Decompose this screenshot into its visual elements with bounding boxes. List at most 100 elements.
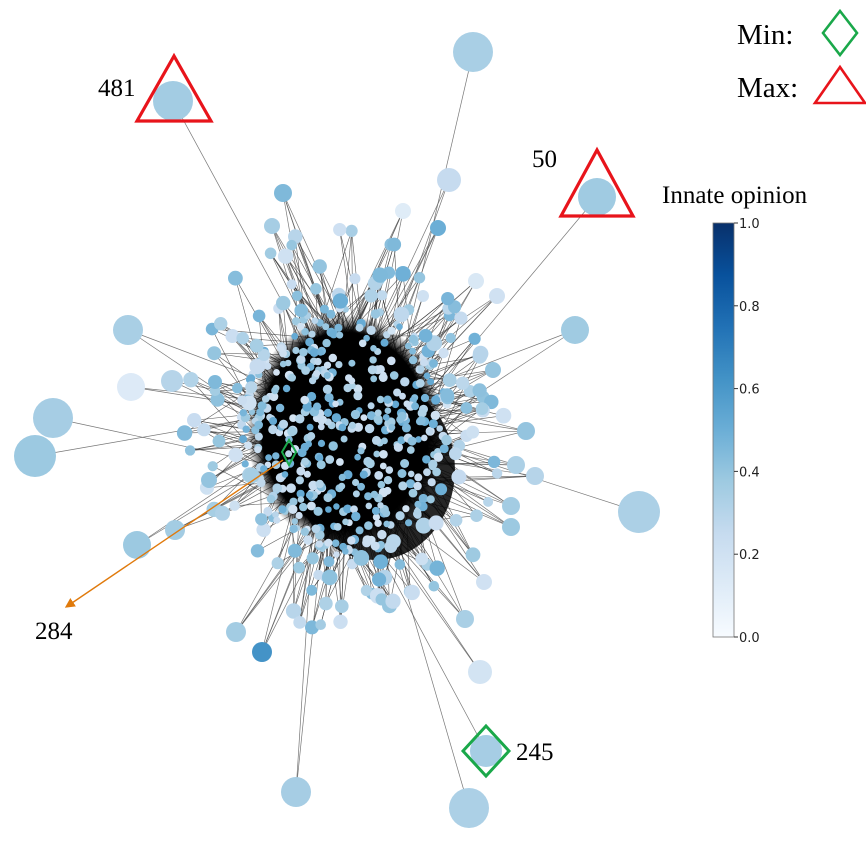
- node: [342, 518, 349, 526]
- node: [369, 356, 377, 364]
- node: [372, 572, 387, 587]
- node: [277, 248, 294, 264]
- colorbar-tick-label: 0.4: [739, 465, 760, 480]
- node: [338, 482, 346, 490]
- node: [306, 423, 314, 431]
- node: [274, 184, 292, 202]
- node: [313, 506, 323, 516]
- node: [353, 550, 370, 566]
- node: [335, 599, 349, 613]
- node: [353, 422, 363, 432]
- node: [428, 515, 444, 531]
- node: [350, 505, 358, 514]
- node: [358, 339, 367, 348]
- node: [387, 237, 402, 252]
- node: [328, 353, 337, 363]
- node: [250, 544, 265, 558]
- node: [421, 434, 428, 442]
- node: [313, 369, 321, 378]
- node: [207, 346, 222, 361]
- node: [432, 467, 441, 477]
- node: [243, 467, 260, 484]
- node: [385, 593, 401, 609]
- node: [375, 593, 388, 606]
- node: [378, 373, 388, 382]
- legend-min-label: Min:: [737, 19, 793, 51]
- node: [400, 377, 410, 387]
- node: [364, 492, 373, 501]
- node: [254, 420, 263, 430]
- node: [323, 361, 332, 369]
- node: [502, 497, 520, 515]
- node: [232, 382, 243, 394]
- node: [451, 469, 467, 485]
- node: [431, 395, 441, 405]
- node: [436, 425, 444, 432]
- node: [397, 469, 407, 478]
- node: [376, 395, 385, 404]
- node: [276, 295, 291, 311]
- node: [517, 422, 535, 440]
- node: [408, 355, 418, 365]
- node: [413, 272, 426, 284]
- node: [297, 448, 307, 458]
- node: [407, 470, 415, 478]
- node: [303, 470, 311, 478]
- node: [333, 614, 348, 629]
- node: [437, 168, 461, 192]
- node: [345, 374, 353, 382]
- node: [376, 365, 385, 374]
- node-label-50: 50: [532, 146, 557, 173]
- node: [364, 521, 373, 530]
- node: [371, 506, 380, 515]
- node: [377, 502, 384, 509]
- node: [335, 361, 343, 369]
- node: [379, 450, 388, 459]
- node: [397, 436, 406, 445]
- colorbar-tick-label: 0.2: [739, 548, 760, 563]
- highlight-node-481: 481: [98, 52, 214, 123]
- node: [470, 509, 483, 522]
- node: [491, 468, 503, 479]
- node: [310, 283, 322, 295]
- node: [249, 338, 264, 353]
- node: [411, 402, 419, 411]
- node: [272, 452, 280, 460]
- node: [393, 442, 403, 452]
- node: [257, 401, 267, 411]
- node: [336, 458, 344, 466]
- node: [165, 520, 185, 540]
- node: [365, 458, 375, 469]
- nodes: [14, 32, 660, 828]
- node: [260, 465, 268, 473]
- node: [357, 482, 365, 491]
- node: [322, 384, 333, 394]
- node: [123, 531, 151, 559]
- node: [291, 332, 299, 340]
- node: [383, 486, 392, 495]
- node: [296, 489, 305, 498]
- node: [296, 466, 306, 476]
- node: [374, 519, 382, 527]
- node: [422, 455, 431, 464]
- node: [396, 323, 403, 331]
- node: [398, 481, 408, 491]
- node: [285, 603, 302, 619]
- node: [215, 505, 230, 521]
- node: [404, 342, 412, 350]
- node: [423, 468, 431, 477]
- node: [441, 434, 452, 446]
- node: [305, 337, 314, 347]
- node: [502, 518, 520, 536]
- node: [294, 303, 309, 318]
- node: [315, 540, 324, 548]
- min-diamond-marker-284: [280, 438, 298, 468]
- node: [210, 392, 225, 407]
- node: [372, 267, 388, 283]
- node: [468, 273, 484, 289]
- legend-min-diamond-icon: [821, 8, 859, 58]
- node: [382, 414, 390, 421]
- node: [418, 493, 428, 504]
- node: [286, 483, 296, 494]
- highlight-node-284: 284: [35, 438, 298, 645]
